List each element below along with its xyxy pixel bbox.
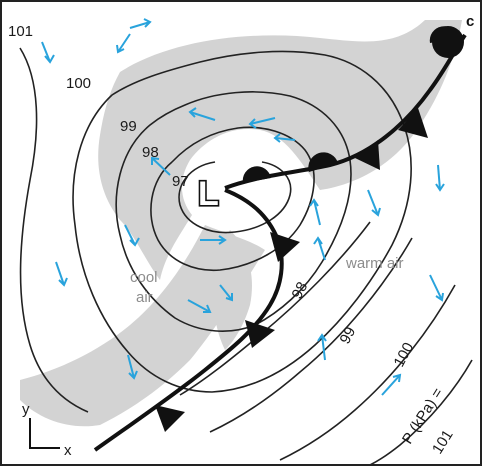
wind-arrow-2 — [116, 33, 131, 54]
cloud-shading — [20, 20, 463, 427]
low-pressure-label: L — [198, 175, 219, 213]
wind-arrow-9 — [367, 189, 381, 217]
warm-front-bump-4 — [432, 26, 464, 58]
cold-front-triangle-2 — [245, 320, 275, 348]
wind-arrow-3 — [188, 107, 216, 121]
axis-indicator: y x — [22, 401, 72, 459]
warm-front-bump-1 — [242, 166, 271, 183]
wind-arrow-13 — [219, 284, 233, 302]
wind-arrow-11 — [55, 261, 68, 287]
isobar-label-98: 98 — [142, 144, 159, 161]
cold-front-triangle-3 — [155, 405, 185, 432]
wind-arrow-12 — [187, 299, 212, 313]
isobar-101-right — [369, 359, 473, 466]
warm-front-bump-2 — [308, 152, 338, 172]
isobar-label-100: 100 — [66, 75, 91, 92]
wind-arrow-16 — [317, 333, 327, 361]
panel-label: c — [466, 13, 474, 30]
cool-air-label-line1: cool — [130, 269, 158, 286]
cool-air-label-line2: air — [136, 289, 153, 306]
wind-arrow-10 — [273, 133, 296, 143]
isobar-101 — [19, 47, 89, 413]
axis-label-y: y — [22, 401, 30, 418]
wind-arrow-5 — [151, 156, 171, 176]
upper-front-triangle-1 — [398, 108, 428, 138]
wind-arrow-17 — [435, 164, 445, 192]
wind-arrow-19 — [381, 373, 402, 396]
isobar-100 — [72, 50, 412, 393]
isobar-98 — [150, 126, 315, 272]
isobar-99-right — [209, 237, 413, 433]
cold-front — [93, 188, 284, 452]
isobar-label-98-right: 98 — [289, 279, 312, 302]
isobar-label-99: 99 — [120, 118, 137, 135]
fronts — [93, 26, 467, 452]
wind-arrow-1 — [41, 41, 55, 64]
axis-label-x: x — [64, 442, 72, 459]
wind-arrow-6 — [124, 224, 140, 247]
upper-front-triangle-2 — [355, 140, 380, 170]
wind-arrow-14 — [313, 236, 326, 261]
isobar-99 — [115, 91, 352, 332]
wind-arrows — [41, 18, 445, 396]
isobar-label-101: 101 — [8, 23, 33, 40]
warm-air-label: warm air — [345, 255, 404, 272]
isobar-label-97: 97 — [172, 173, 189, 190]
wind-arrow-7 — [200, 235, 227, 245]
wind-arrow-4 — [248, 117, 276, 129]
wind-arrow-18 — [429, 274, 444, 302]
isobar-100-right — [279, 284, 456, 461]
isobar-label-99-right: 99 — [337, 324, 360, 347]
isobar-97 — [178, 161, 292, 234]
wind-arrow-15 — [127, 354, 138, 380]
wind-arrow-20 — [129, 18, 152, 29]
cold-front-triangle-1 — [270, 232, 300, 262]
wind-arrow-8 — [309, 198, 321, 226]
